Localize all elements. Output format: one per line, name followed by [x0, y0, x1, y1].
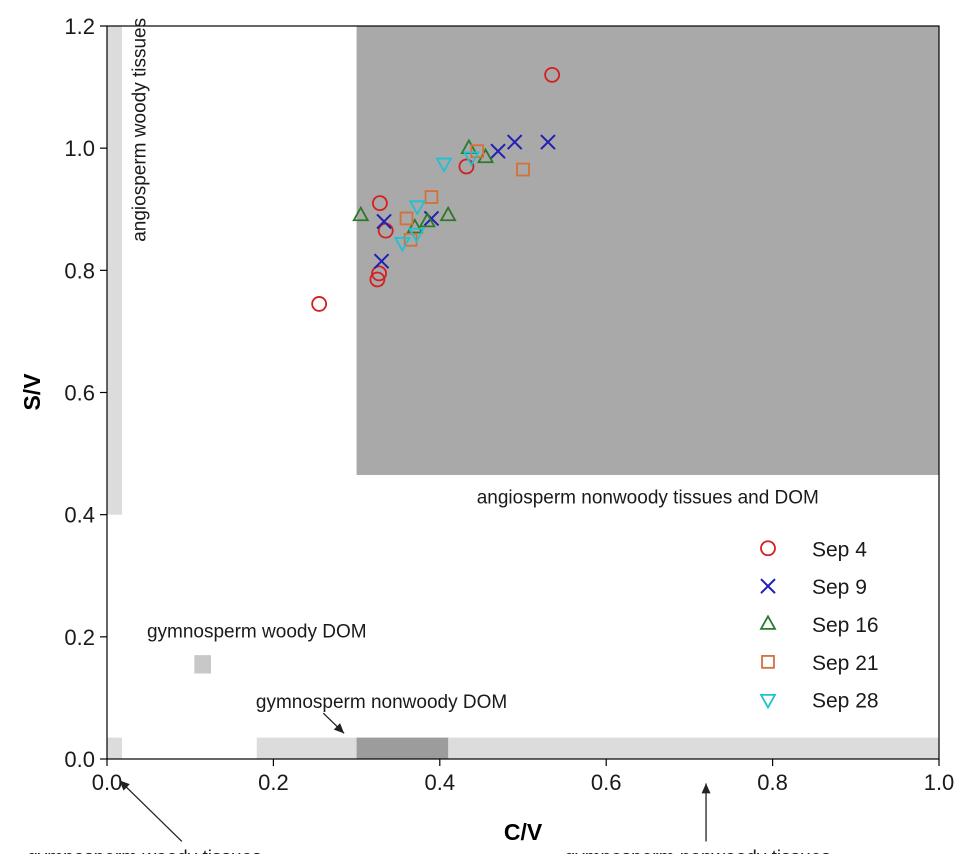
data-point-sep-4: [544, 66, 561, 83]
legend-marker-sep-4: [760, 540, 776, 557]
x-tick-label: 0.0: [92, 770, 123, 795]
data-point-sep-16: [477, 147, 495, 164]
x-tick-label: 1.0: [924, 770, 955, 795]
y-tick-label: 0.2: [64, 625, 95, 650]
data-point-sep-4: [371, 195, 388, 212]
arrow-gymnosperm-nonwoody-dom-head: [333, 723, 345, 734]
data-point-sep-16: [439, 205, 457, 222]
legend-marker-sep-21: [761, 655, 775, 669]
data-point-sep-16: [418, 211, 436, 228]
data-point-sep-28: [407, 227, 426, 244]
legend-label-sep-21: Sep 21: [812, 652, 879, 675]
data-point-sep-4: [369, 271, 386, 288]
y-tick-label: 1.0: [64, 136, 95, 161]
y-axis-title: S/V: [19, 373, 45, 411]
data-point-sep-9: [540, 134, 556, 150]
y-tick-label: 0.6: [64, 381, 95, 406]
annotation-angiosperm-nonwoody-tissues-and-dom: angiosperm nonwoody tissues and DOM: [477, 487, 819, 508]
data-point-sep-28: [393, 237, 411, 253]
data-points: [311, 66, 561, 312]
x-tick-label: 0.4: [425, 770, 456, 795]
legend-label-sep-28: Sep 28: [812, 690, 879, 713]
region-layer: [107, 26, 940, 759]
series-sep-28: [393, 151, 480, 253]
x-axis-title: C/V: [504, 819, 543, 845]
legend-label-sep-16: Sep 16: [812, 614, 879, 637]
data-point-sep-21: [399, 211, 414, 226]
y-tick-label: 0.4: [64, 503, 95, 528]
data-point-sep-9: [376, 213, 392, 230]
legend-marker-sep-16: [759, 614, 777, 630]
annotation-angiosperm-woody-tissues: angiosperm woody tissues: [129, 18, 150, 242]
data-point-sep-4: [458, 158, 475, 175]
region-gymnosperm-woody-tissues: [107, 737, 122, 759]
data-point-sep-4: [311, 296, 328, 312]
region-angiosperm-woody-tissues: [107, 26, 122, 515]
legend: Sep 4 Sep 9 Sep 16 Sep 21 Sep 28: [759, 538, 879, 713]
y-tick-label: 1.2: [64, 14, 95, 39]
annotation-gymnosperm-woody-dom: gymnosperm woody DOM: [147, 622, 367, 643]
data-point-sep-21: [424, 190, 439, 204]
x-tick-label: 0.8: [757, 770, 788, 795]
series-sep-9: [373, 134, 556, 269]
region-gymnosperm-woody-dom: [194, 655, 211, 674]
legend-marker-sep-9: [760, 578, 776, 594]
arrow-gymnosperm-woody-tissues-head: [119, 780, 130, 791]
x-tick-label: 0.6: [591, 770, 622, 795]
data-point-sep-16: [406, 218, 424, 234]
annotation-gymnosperm-nonwoody-dom: gymnosperm nonwoody DOM: [256, 692, 507, 713]
data-point-sep-21: [516, 162, 530, 177]
data-point-sep-28: [462, 151, 480, 167]
x-tick-label: 0.2: [258, 770, 289, 795]
legend-marker-sep-28: [759, 693, 777, 710]
data-point-sep-4: [371, 265, 387, 282]
legend-label-sep-4: Sep 4: [812, 538, 867, 561]
y-tick-label: 0.0: [64, 747, 95, 772]
data-point-sep-9: [490, 143, 506, 159]
arrow-gymnosperm-woody-tissues: [119, 779, 183, 842]
y-tick-label: 0.8: [64, 258, 95, 283]
data-point-sep-28: [435, 157, 453, 173]
annotation-gymnosperm-nonwoody-tissues: gymnosperm nonwoody tissues: [565, 848, 831, 854]
region-angiosperm-nonwoody-tissues-and-dom: [356, 26, 940, 475]
annotation-gymnosperm-woody-tissues: gymnosperm woody tissues: [27, 848, 261, 854]
series-sep-21: [399, 144, 530, 247]
data-point-sep-9: [373, 253, 390, 269]
data-point-sep-9: [506, 134, 523, 150]
data-point-sep-28: [408, 200, 426, 216]
axis-ticks: 0.0 0.2 0.4 0.6 0.8 1.0 0.0 0.2 0.4 0.6 0.8 1.0 1.2: [64, 14, 954, 795]
data-point-sep-16: [352, 205, 370, 222]
legend-label-sep-9: Sep 9: [812, 576, 867, 599]
arrow-gymnosperm-nonwoody-tissues-head: [701, 783, 711, 794]
data-point-sep-21: [470, 144, 485, 159]
region-gymnosperm-nonwoody-dom: [356, 737, 449, 759]
region-annotations: angiosperm woody tissues angiosperm nonwo…: [27, 18, 831, 854]
